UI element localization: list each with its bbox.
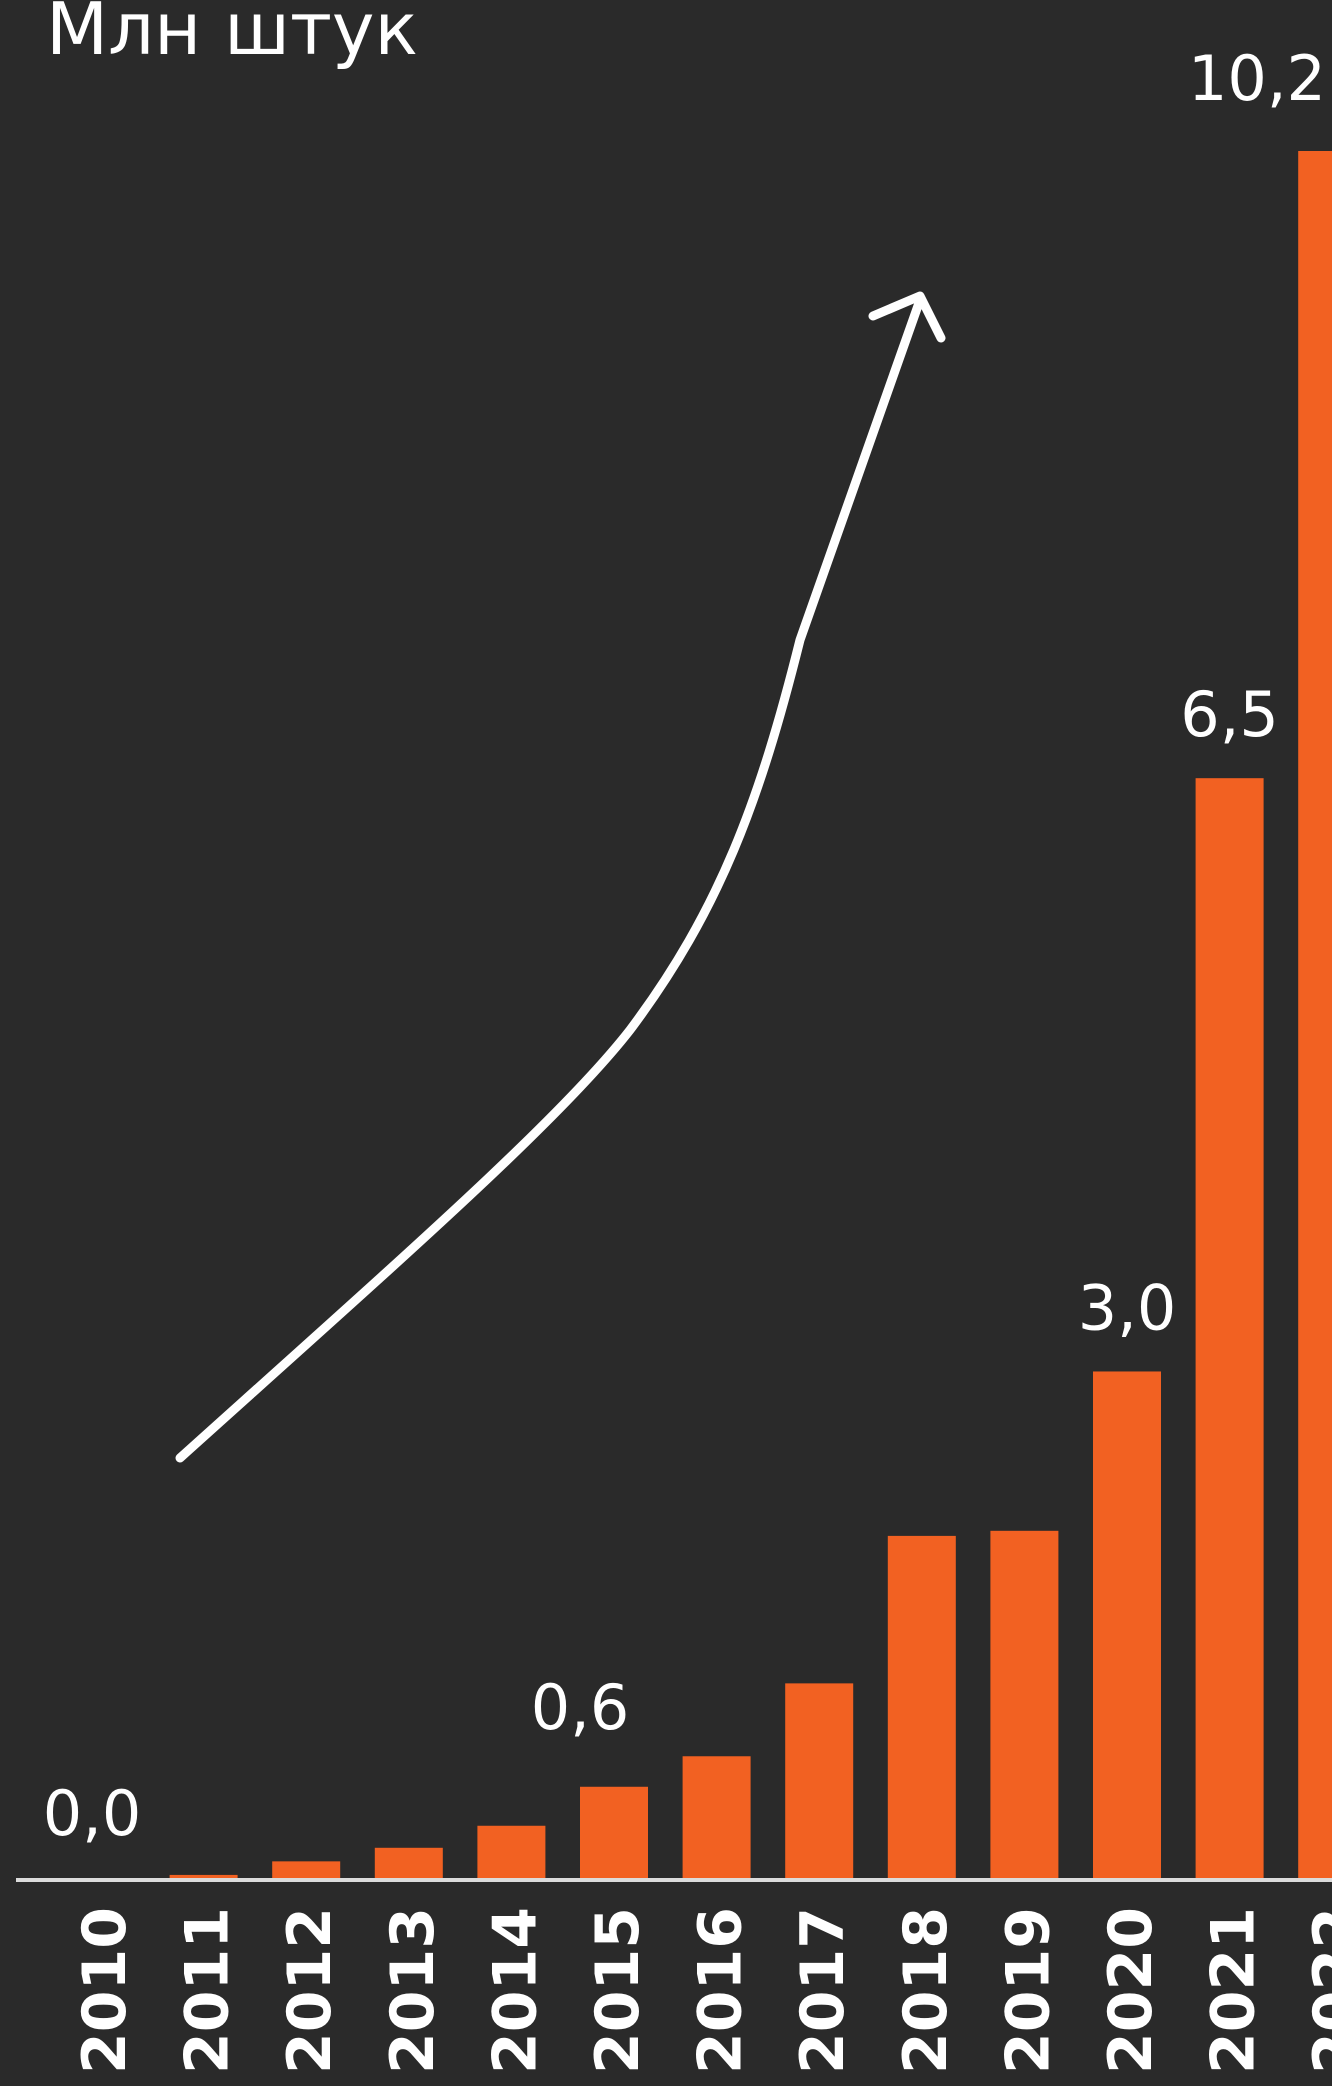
x-tick-label-2010: 2010 [70,1907,140,2074]
trend-arrow-shaft [175,295,925,1463]
x-tick-label-2021: 2021 [1199,1907,1269,2074]
value-label-2015: 0,6 [531,1671,630,1744]
bar-2015 [580,1786,648,1880]
value-label-2020: 3,0 [1078,1271,1177,1344]
bar-2020 [1093,1371,1161,1880]
bar-2016 [682,1756,751,1880]
chart-unit-title: Млн штук [46,0,419,71]
bar-2021 [1195,778,1264,1880]
x-tick-label-2016: 2016 [686,1907,756,2074]
x-tick-label-2020: 2020 [1096,1907,1166,2074]
bar-2019 [990,1530,1059,1880]
value-label-2021: 6,5 [1180,678,1279,751]
x-tick-label-2022: 2022 [1301,1907,1332,2074]
x-tick-label-2015: 2015 [583,1907,653,2074]
x-tick-label-2012: 2012 [275,1907,345,2074]
trend-arrow-icon [175,291,946,1463]
bars-layer [169,151,1332,1880]
value-labels-layer: 0,0 0,6 3,0 6,5 10,2 [43,42,1326,1850]
bar-2014 [477,1825,546,1880]
x-tick-label-2019: 2019 [993,1907,1063,2074]
x-tick-label-2018: 2018 [891,1907,961,2074]
x-tick-labels-layer: 2010 2011 2012 2013 2014 2015 2016 2017 2018 2019… [70,1907,1332,2074]
bar-2013 [374,1847,443,1880]
bar-2017 [785,1683,854,1880]
trend-arrow-head [868,291,946,343]
bar-2012 [272,1861,341,1880]
bar-2011 [169,1874,238,1880]
value-label-2010: 0,0 [43,1777,142,1850]
bar-2018 [887,1535,956,1880]
x-tick-label-2017: 2017 [788,1907,858,2074]
bar-2022 [1298,151,1332,1880]
x-tick-label-2011: 2011 [173,1907,243,2074]
x-tick-label-2014: 2014 [480,1907,550,2074]
x-tick-label-2013: 2013 [378,1907,448,2074]
value-label-2022: 10,2 [1188,42,1326,115]
